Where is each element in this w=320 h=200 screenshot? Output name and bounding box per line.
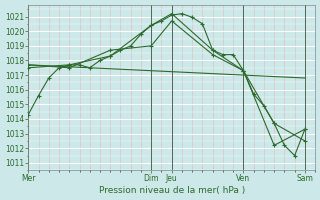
X-axis label: Pression niveau de la mer( hPa ): Pression niveau de la mer( hPa ) (99, 186, 245, 195)
